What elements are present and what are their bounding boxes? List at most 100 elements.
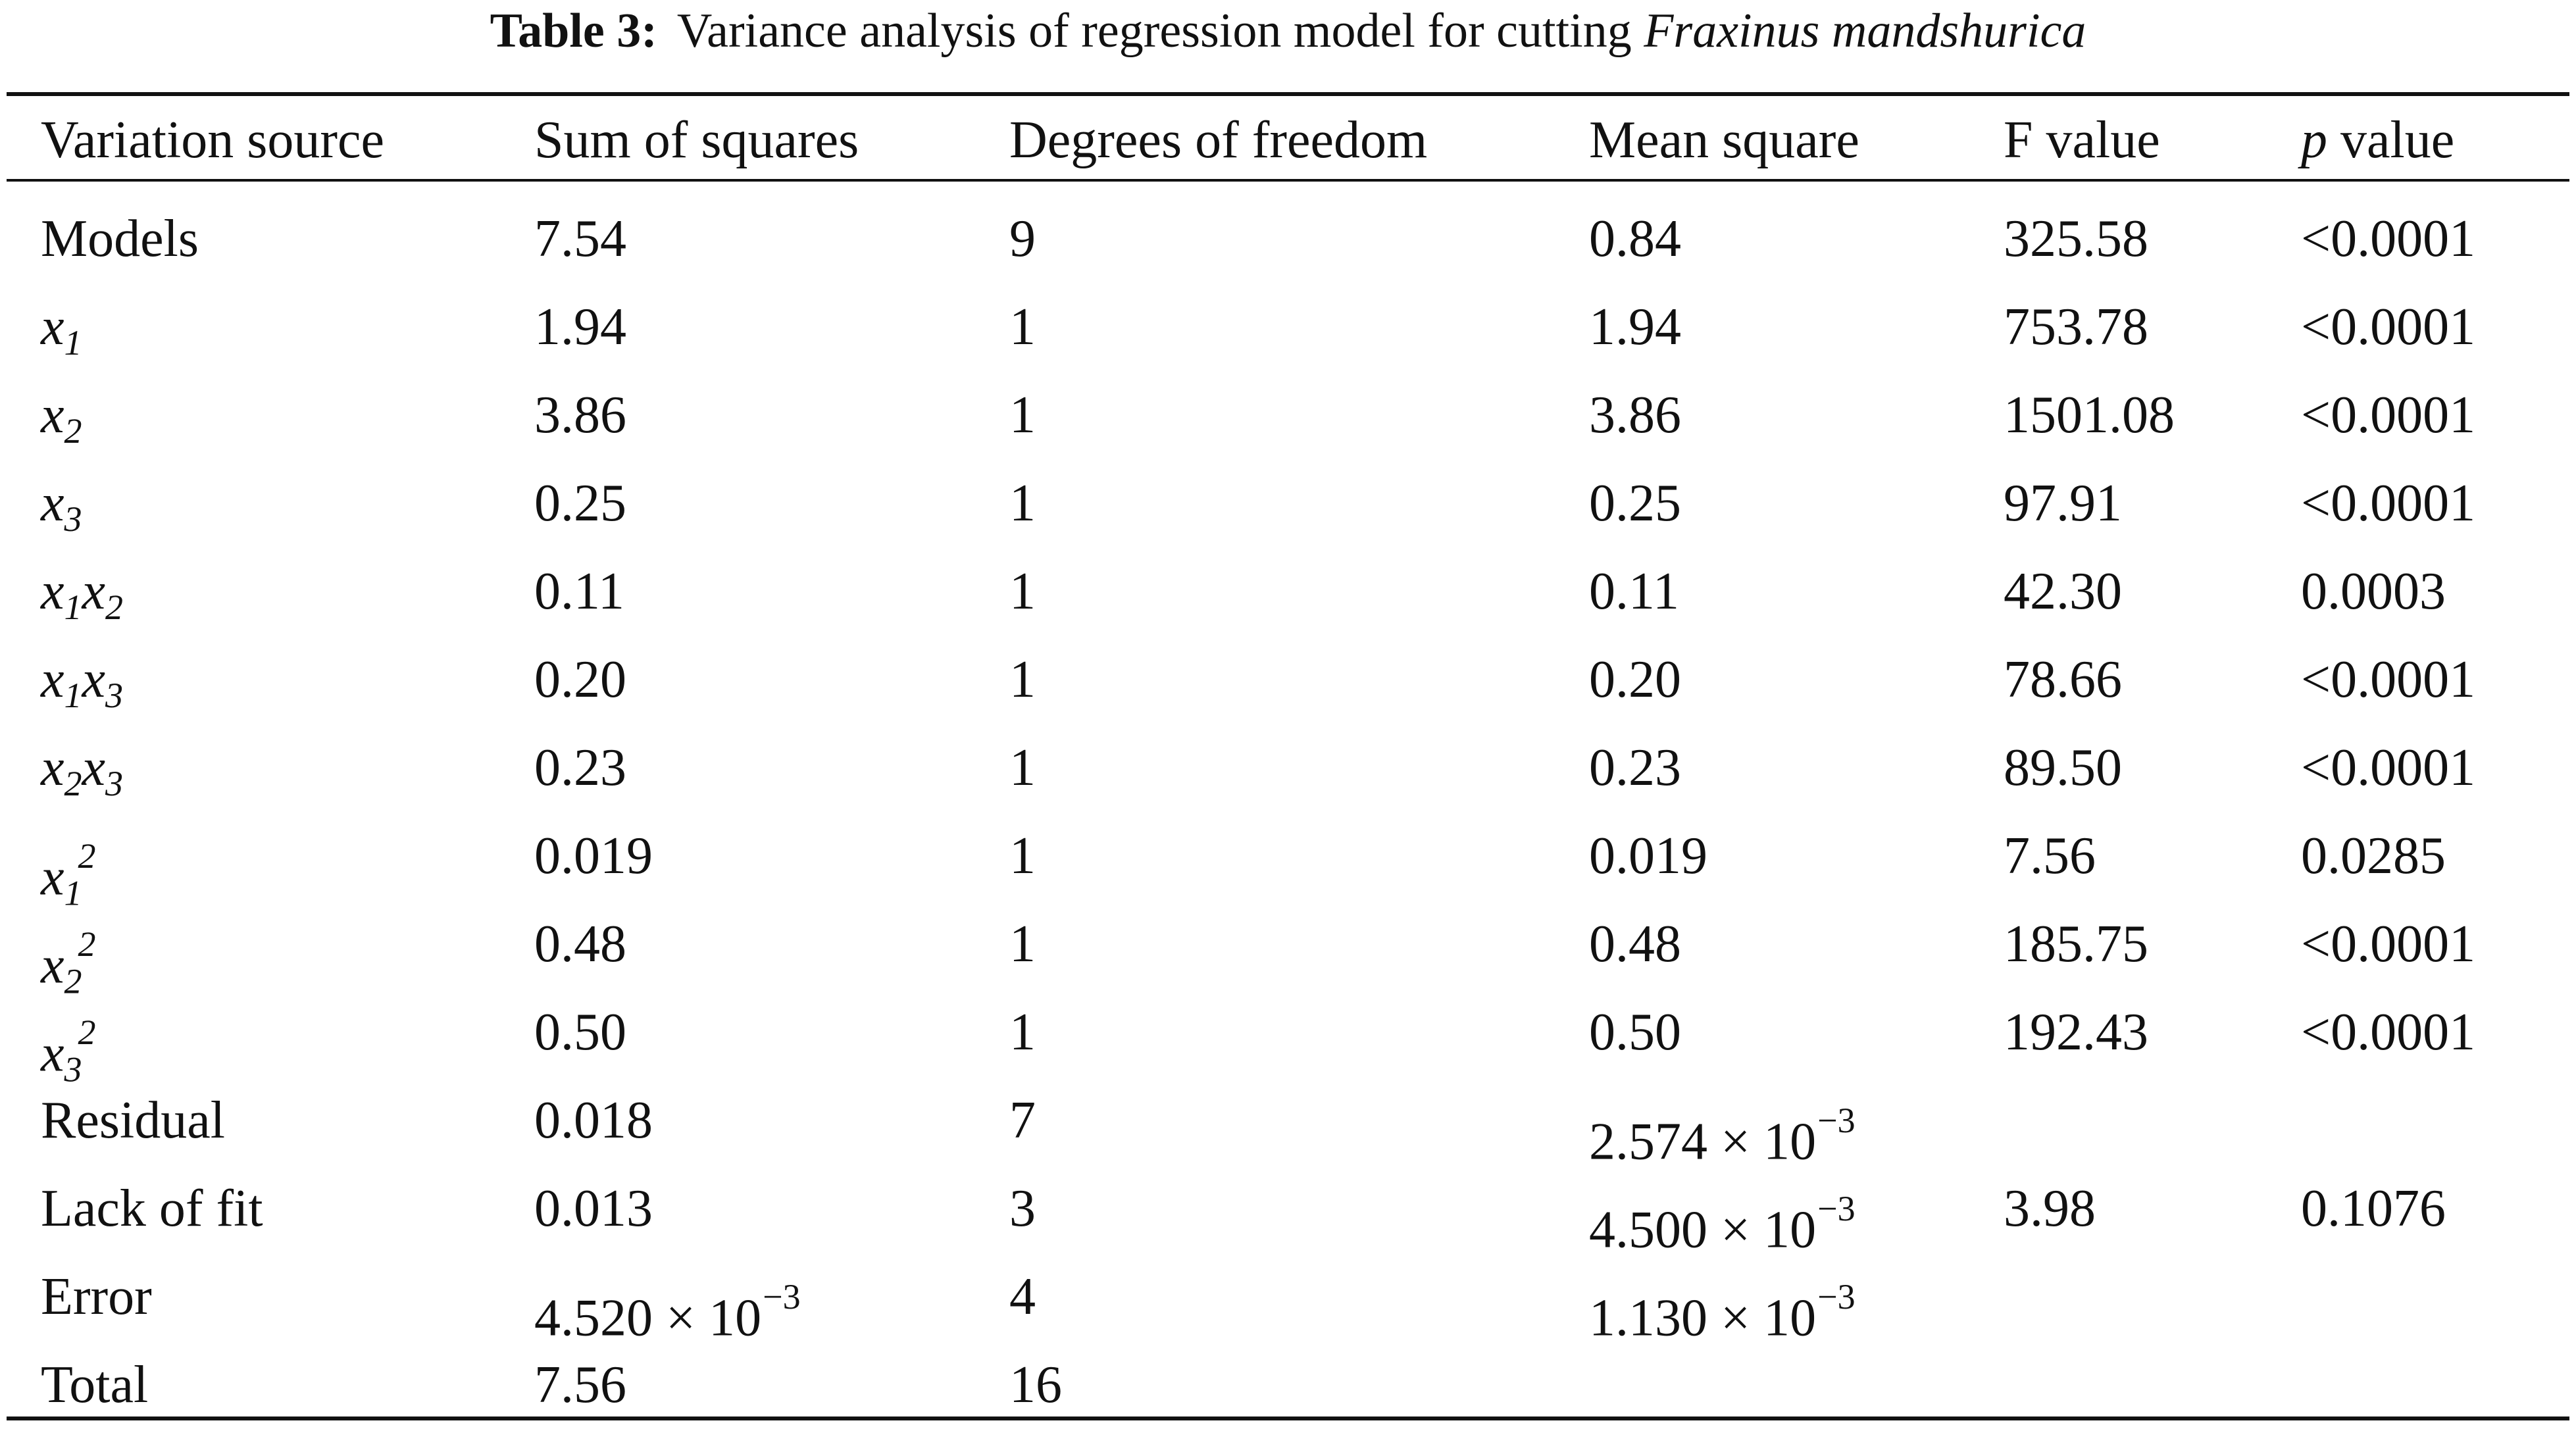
cell-degrees-of-freedom: 1 <box>1009 651 1036 709</box>
cell-sum-of-squares: 7.54 <box>534 210 626 268</box>
cell-sum-of-squares: 4.520 × 10−3 <box>534 1277 801 1347</box>
cell-f-value: 1501.08 <box>2004 386 2175 444</box>
cell-f-value: 185.75 <box>2004 915 2148 973</box>
cell-f-value: 753.78 <box>2004 298 2148 356</box>
cell-sum-of-squares: 0.23 <box>534 739 626 797</box>
cell-f-value: 89.50 <box>2004 739 2122 797</box>
cell-p-value: <0.0001 <box>2301 210 2476 268</box>
table-label: Table 3: <box>490 4 657 58</box>
table-caption: Table 3: Variance analysis of regression … <box>0 0 2576 82</box>
caption-text: Variance analysis of regression model fo… <box>676 4 1632 58</box>
cell-mean-square: 1.130 × 10−3 <box>1589 1277 1856 1347</box>
cell-p-value: <0.0001 <box>2301 474 2476 532</box>
cell-sum-of-squares: 3.86 <box>534 386 626 444</box>
cell-p-value: <0.0001 <box>2301 651 2476 709</box>
cell-sum-of-squares: 0.48 <box>534 915 626 973</box>
cell-degrees-of-freedom: 1 <box>1009 386 1036 444</box>
cell-mean-square: 1.94 <box>1589 298 1681 356</box>
cell-degrees-of-freedom: 1 <box>1009 1003 1036 1061</box>
table-row: x1 1.94 1 1.94 753.78 <0.0001 <box>0 283 2576 371</box>
table-row: x2 3.86 1 3.86 1501.08 <0.0001 <box>0 371 2576 459</box>
cell-variation-source: Lack of fit <box>41 1180 263 1238</box>
cell-mean-square: 0.25 <box>1589 474 1681 532</box>
cell-mean-square: 3.86 <box>1589 386 1681 444</box>
cell-mean-square: 0.48 <box>1589 915 1681 973</box>
cell-degrees-of-freedom: 7 <box>1009 1091 1036 1149</box>
cell-f-value: 192.43 <box>2004 1003 2148 1061</box>
cell-sum-of-squares: 0.11 <box>534 563 625 620</box>
cell-degrees-of-freedom: 1 <box>1009 474 1036 532</box>
cell-variation-source: x22 <box>41 924 96 1001</box>
cell-p-value: 0.1076 <box>2301 1180 2446 1238</box>
cell-mean-square: 0.20 <box>1589 651 1681 709</box>
table-row: x3 0.25 1 0.25 97.91 <0.0001 <box>0 459 2576 547</box>
cell-p-value: 0.0285 <box>2301 827 2446 885</box>
header-rule <box>7 179 2569 182</box>
cell-f-value: 78.66 <box>2004 651 2122 709</box>
cell-variation-source: x12 <box>41 836 96 913</box>
table-row: x1x3 0.20 1 0.20 78.66 <0.0001 <box>0 636 2576 724</box>
cell-variation-source: Models <box>41 210 199 268</box>
cell-mean-square: 4.500 × 10−3 <box>1589 1189 1856 1259</box>
cell-degrees-of-freedom: 4 <box>1009 1268 1036 1326</box>
cell-sum-of-squares: 0.50 <box>534 1003 626 1061</box>
cell-degrees-of-freedom: 3 <box>1009 1180 1036 1238</box>
table-row: Models 7.54 9 0.84 325.58 <0.0001 <box>0 195 2576 283</box>
cell-f-value: 3.98 <box>2004 1180 2096 1238</box>
cell-mean-square: 0.50 <box>1589 1003 1681 1061</box>
header-variation-source: Variation source <box>41 111 385 169</box>
cell-variation-source: x1x3 <box>41 651 124 716</box>
header-degrees-of-freedom: Degrees of freedom <box>1009 111 1428 169</box>
cell-p-value: 0.0003 <box>2301 563 2446 620</box>
cell-variation-source: x1 <box>41 298 82 363</box>
cell-degrees-of-freedom: 9 <box>1009 210 1036 268</box>
top-rule <box>7 92 2569 96</box>
cell-degrees-of-freedom: 1 <box>1009 298 1036 356</box>
cell-p-value: <0.0001 <box>2301 739 2476 797</box>
cell-p-value: <0.0001 <box>2301 915 2476 973</box>
header-sum-of-squares: Sum of squares <box>534 111 859 169</box>
table-row: Residual 0.018 7 2.574 × 10−3 <box>0 1076 2576 1171</box>
cell-variation-source: Error <box>41 1268 152 1326</box>
cell-degrees-of-freedom: 1 <box>1009 739 1036 797</box>
cell-variation-source: x32 <box>41 1013 96 1090</box>
table-row: x2x3 0.23 1 0.23 89.50 <0.0001 <box>0 724 2576 812</box>
cell-degrees-of-freedom: 16 <box>1009 1356 1062 1414</box>
cell-f-value: 97.91 <box>2004 474 2122 532</box>
cell-degrees-of-freedom: 1 <box>1009 915 1036 973</box>
cell-variation-source: Residual <box>41 1091 225 1149</box>
cell-sum-of-squares: 0.25 <box>534 474 626 532</box>
cell-sum-of-squares: 1.94 <box>534 298 626 356</box>
cell-sum-of-squares: 7.56 <box>534 1356 626 1414</box>
cell-mean-square: 0.84 <box>1589 210 1681 268</box>
species-name: Fraxinus mandshurica <box>1644 4 2086 58</box>
cell-variation-source: Total <box>41 1356 149 1414</box>
cell-mean-square: 0.11 <box>1589 563 1680 620</box>
cell-p-value: <0.0001 <box>2301 1003 2476 1061</box>
cell-sum-of-squares: 0.019 <box>534 827 653 885</box>
cell-f-value: 325.58 <box>2004 210 2148 268</box>
table-row: Lack of fit 0.013 3 4.500 × 10−3 3.98 0.1076 <box>0 1165 2576 1259</box>
table-row: Total 7.56 16 <box>0 1341 2576 1429</box>
cell-variation-source: x2 <box>41 386 82 451</box>
cell-degrees-of-freedom: 1 <box>1009 827 1036 885</box>
cell-f-value: 42.30 <box>2004 563 2122 620</box>
table-row: x22 0.48 1 0.48 185.75 <0.0001 <box>0 900 2576 1001</box>
cell-p-value: <0.0001 <box>2301 386 2476 444</box>
table-row: Error 4.520 × 10−3 4 1.130 × 10−3 <box>0 1253 2576 1347</box>
table-row: x32 0.50 1 0.50 192.43 <0.0001 <box>0 988 2576 1090</box>
table-row: x12 0.019 1 0.019 7.56 0.0285 <box>0 812 2576 913</box>
cell-mean-square: 2.574 × 10−3 <box>1589 1101 1856 1171</box>
cell-sum-of-squares: 0.20 <box>534 651 626 709</box>
header-row: Variation source Sum of squares Degrees of… <box>0 96 2576 184</box>
cell-variation-source: x3 <box>41 474 82 539</box>
cell-mean-square: 0.23 <box>1589 739 1681 797</box>
bottom-rule <box>7 1416 2569 1420</box>
cell-sum-of-squares: 0.018 <box>534 1091 653 1149</box>
cell-variation-source: x2x3 <box>41 739 124 804</box>
cell-f-value: 7.56 <box>2004 827 2096 885</box>
header-mean-square: Mean square <box>1589 111 1859 169</box>
cell-variation-source: x1x2 <box>41 563 124 628</box>
header-p-value: p value <box>2301 111 2455 169</box>
